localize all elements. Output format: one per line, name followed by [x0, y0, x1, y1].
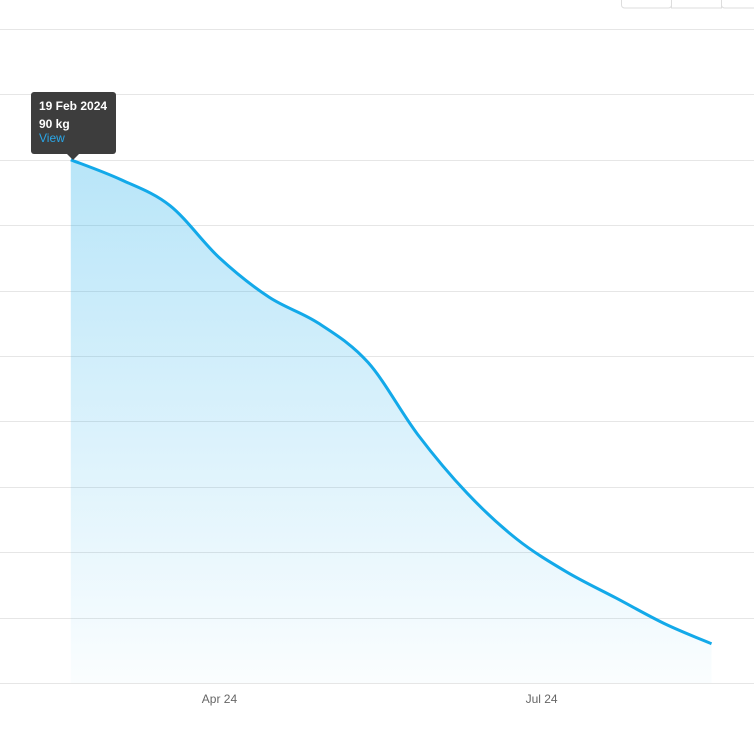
tooltip: 19 Feb 2024 90 kg View	[31, 92, 116, 160]
range-button[interactable]	[671, 0, 722, 9]
tooltip-value: 90 kg	[39, 117, 70, 131]
range-button[interactable]	[721, 0, 754, 9]
tooltip-box	[31, 92, 116, 154]
tooltip-date: 19 Feb 2024	[39, 99, 107, 113]
x-tick-label: Jul 24	[526, 692, 558, 706]
series-line	[70, 158, 713, 646]
range-button[interactable]	[621, 0, 672, 9]
area-fill	[70, 159, 712, 684]
tooltip-pointer	[67, 154, 79, 160]
x-tick-label: Apr 24	[202, 692, 238, 706]
plot	[70, 158, 713, 684]
range-buttons	[621, 0, 754, 9]
tooltip-link[interactable]: View	[39, 131, 65, 145]
